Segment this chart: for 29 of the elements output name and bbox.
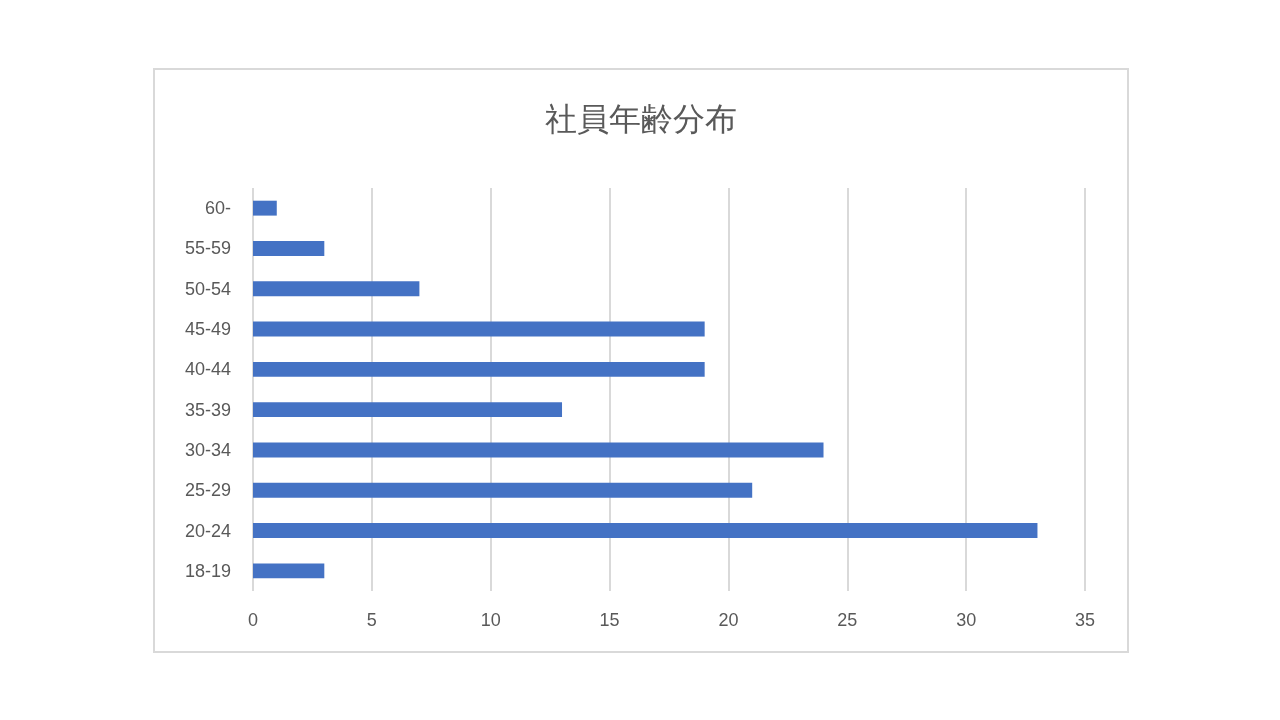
- y-tick-label: 60-: [204, 198, 232, 219]
- x-tick-label: 25: [837, 610, 858, 630]
- x-tick-label: 20: [718, 610, 739, 630]
- bar: [253, 361, 705, 377]
- bar: [253, 482, 753, 498]
- bar: [253, 321, 705, 337]
- y-tick-label: 18-19: [184, 560, 231, 581]
- y-tick-label: 50-54: [184, 278, 231, 299]
- x-tick-label: 35: [1074, 610, 1096, 630]
- y-tick-label: 20-24: [184, 520, 231, 541]
- bar: [253, 402, 563, 418]
- y-tick-label: 45-49: [184, 319, 231, 340]
- x-tick-label: 5: [366, 610, 377, 630]
- bar: [253, 523, 1038, 539]
- bar: [253, 563, 325, 579]
- x-tick-label: 10: [480, 610, 501, 630]
- bar: [253, 281, 420, 297]
- y-tick-label: 55-59: [184, 238, 231, 259]
- y-tick-label: 35-39: [184, 399, 231, 420]
- y-tick-label: 40-44: [184, 359, 231, 380]
- x-tick-label: 0: [247, 610, 259, 630]
- x-tick-label: 15: [599, 610, 620, 630]
- chart-title: 社員年齢分布: [545, 100, 737, 138]
- bar: [253, 240, 325, 256]
- y-tick-label: 25-29: [184, 480, 231, 501]
- x-tick-label: 30: [956, 610, 977, 630]
- y-tick-label: 30-34: [184, 439, 231, 460]
- bar: [253, 442, 824, 458]
- bar: [253, 200, 277, 216]
